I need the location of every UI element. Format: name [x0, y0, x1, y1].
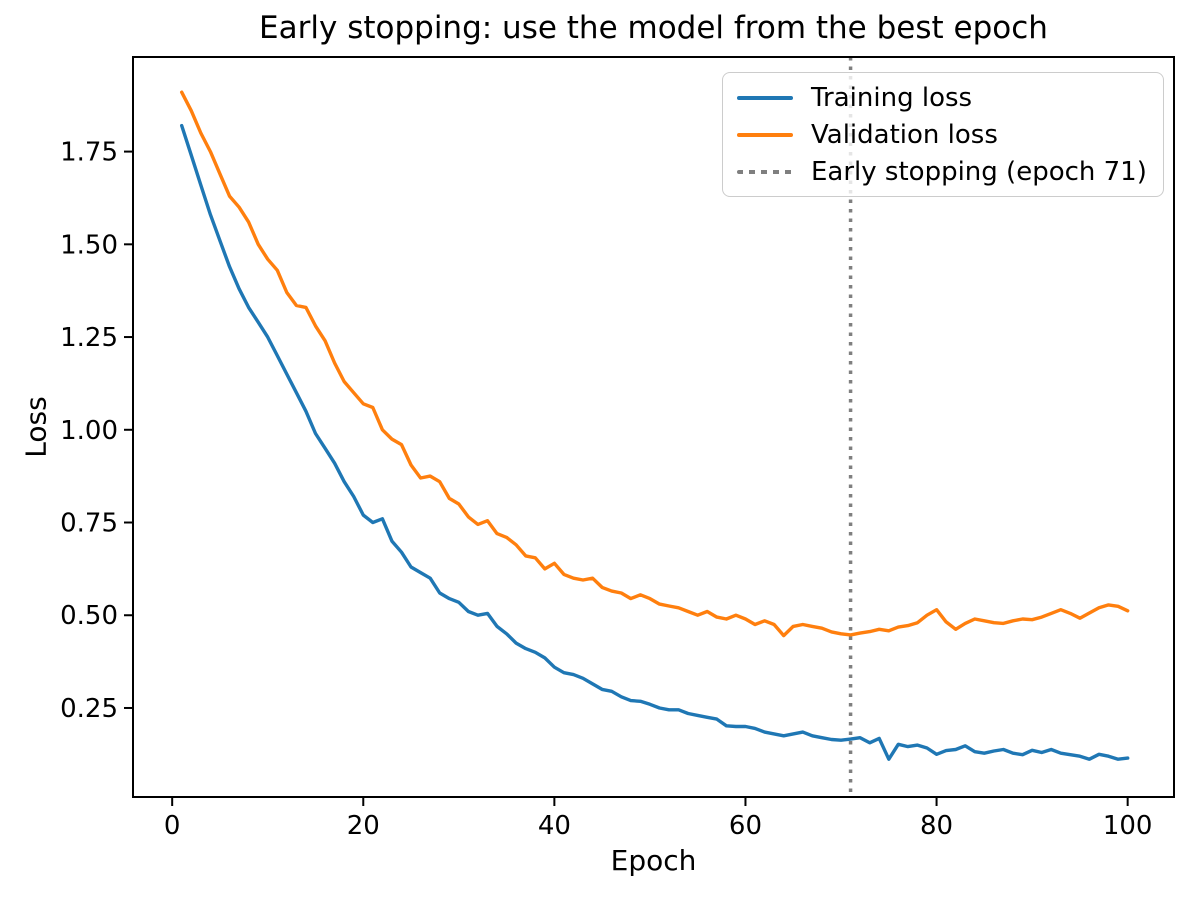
y-tick-label: 0.50: [60, 601, 118, 631]
legend-row-training: Training loss: [737, 85, 1151, 111]
y-tick-label: 1.75: [60, 138, 118, 168]
y-tick-label: 1.25: [60, 323, 118, 353]
x-axis-label: Epoch: [610, 844, 697, 877]
training-loss-line: [179, 123, 1130, 761]
x-tick-label: 80: [920, 811, 953, 841]
x-tick-label: 100: [1103, 811, 1153, 841]
x-tick-label: 20: [347, 811, 380, 841]
validation-loss-line: [179, 90, 1130, 638]
legend: Training loss Validation loss Early stop…: [722, 72, 1164, 197]
y-tick-label: 1.50: [60, 230, 118, 260]
legend-row-validation: Validation loss: [737, 122, 1151, 148]
early-stopping-dotted-line-icon: [737, 169, 793, 174]
legend-label-training: Training loss: [811, 82, 973, 113]
chart-title: Early stopping: use the model from the b…: [259, 10, 1048, 46]
x-tick-label: 60: [729, 811, 762, 841]
legend-row-early-stopping: Early stopping (epoch 71): [737, 159, 1151, 185]
legend-label-early-stopping: Early stopping (epoch 71): [811, 156, 1147, 187]
validation-loss-line-icon: [737, 132, 793, 137]
x-tick-label: 40: [538, 811, 571, 841]
x-tick-label: 0: [164, 811, 181, 841]
legend-label-validation: Validation loss: [811, 119, 998, 150]
y-tick-label: 1.00: [60, 416, 118, 446]
y-tick-label: 0.75: [60, 509, 118, 539]
y-tick-label: 0.25: [60, 694, 118, 724]
training-loss-line-icon: [737, 95, 793, 100]
y-axis-label: Loss: [19, 396, 53, 458]
axes-spines: [132, 56, 1175, 798]
